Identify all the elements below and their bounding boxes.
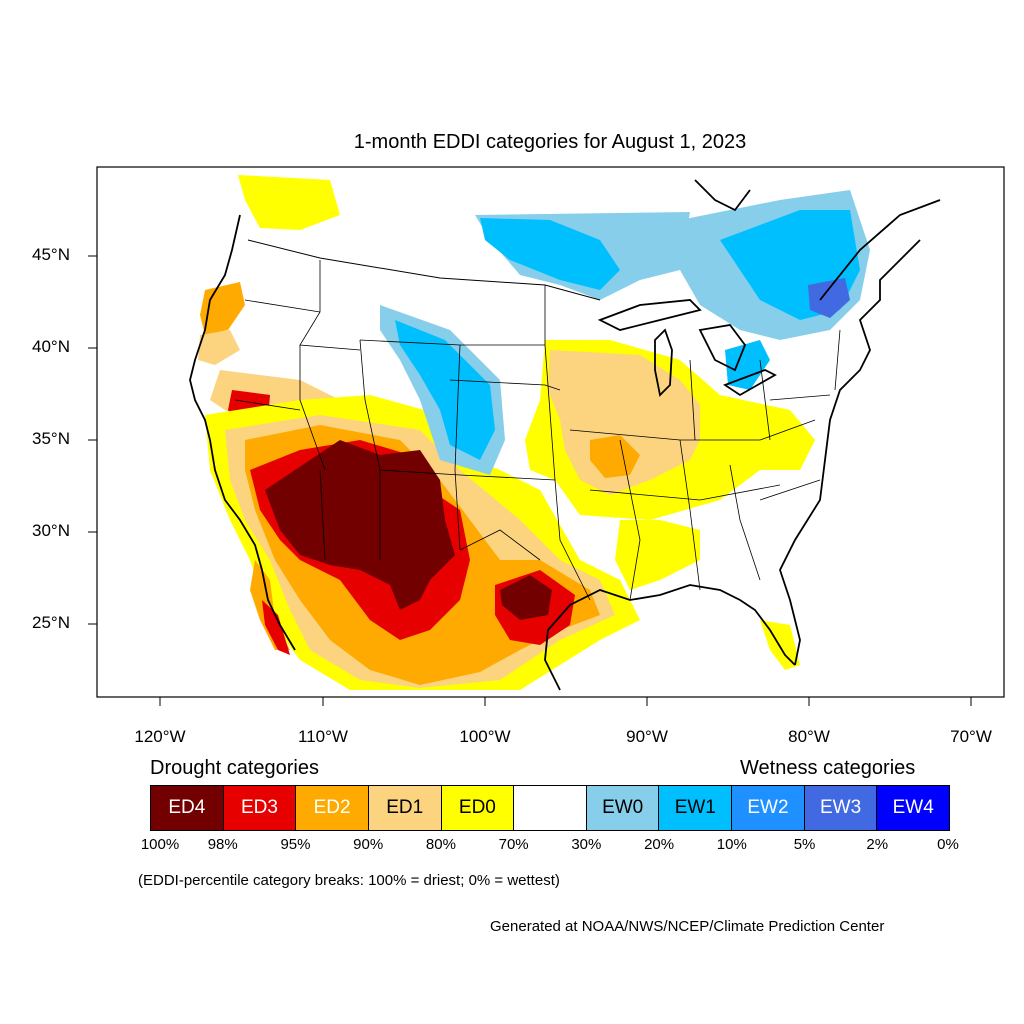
lat-label-45: 45°N xyxy=(32,245,70,264)
legend-break-label: 70% xyxy=(498,836,529,853)
legend-box-ew4: EW4 xyxy=(877,786,950,830)
west-coast xyxy=(189,214,296,651)
lat-label-35: 35°N xyxy=(32,429,70,448)
oregon-ed2 xyxy=(200,282,245,335)
lon-label-80: 80°W xyxy=(788,727,830,746)
legend-break-label: 30% xyxy=(571,836,602,853)
legend-break-label: 95% xyxy=(280,836,311,853)
canada-border xyxy=(247,239,601,301)
nw-ed0 xyxy=(238,175,340,230)
legend-break-label: 80% xyxy=(425,836,456,853)
legend-box-ew2: EW2 xyxy=(732,786,805,830)
legend-box-ed3: ED3 xyxy=(223,786,297,830)
lat-label-40: 40°N xyxy=(32,337,70,356)
gulf-coast xyxy=(544,584,796,691)
legend-box-ew1: EW1 xyxy=(659,786,733,830)
legend-box-ed4: ED4 xyxy=(151,786,224,830)
lat-label-25: 25°N xyxy=(32,613,70,632)
lake-erie xyxy=(723,369,777,397)
legend-break-label: 5% xyxy=(793,836,816,853)
legend-box-ed2: ED2 xyxy=(296,786,369,830)
lon-label-110: 110°W xyxy=(298,727,348,746)
category-note: (EDDI-percentile category breaks: 100% =… xyxy=(138,872,560,889)
map-title: 1-month EDDI categories for August 1, 20… xyxy=(353,131,747,153)
mi-ew1 xyxy=(725,340,770,390)
axis-ticks xyxy=(88,255,972,706)
legend-break-label: 0% xyxy=(937,836,959,853)
wetness-heading: Wetness categories xyxy=(740,757,916,779)
legend-break-label: 90% xyxy=(353,836,384,853)
oregon-ed1 xyxy=(198,330,240,365)
legend-break-label: 2% xyxy=(866,836,889,853)
ne-ew3 xyxy=(808,278,850,318)
legend-box-ed1: ED1 xyxy=(368,786,442,830)
lat-label-30: 30°N xyxy=(32,521,70,540)
credit-text: Generated at NOAA/NWS/NCEP/Climate Predi… xyxy=(490,918,885,935)
legend-box-neutral xyxy=(514,786,587,830)
mw-ed1 xyxy=(548,350,700,495)
lake-superior xyxy=(597,299,702,331)
lon-label-120: 120°W xyxy=(134,727,186,746)
se-ed0 xyxy=(615,520,700,590)
state-lines xyxy=(234,260,841,601)
tx-ed4 xyxy=(500,575,552,620)
legend-color-bar: ED4 ED3 ED2 ED1 ED0 EW0 EW1 EW2 EW3 EW4 xyxy=(150,785,950,831)
hudson-bay-coast xyxy=(694,179,751,212)
legend-box-ew3: EW3 xyxy=(804,786,878,830)
category-shading xyxy=(198,175,870,690)
legend-box-ew0: EW0 xyxy=(586,786,660,830)
legend-break-label: 10% xyxy=(716,836,747,853)
lake-michigan xyxy=(654,328,673,397)
legend-break-label: 98% xyxy=(207,836,238,853)
drought-heading: Drought categories xyxy=(150,757,319,779)
lon-label-100: 100°W xyxy=(459,727,511,746)
lon-label-90: 90°W xyxy=(626,727,668,746)
sw-ed4 xyxy=(265,440,455,610)
baja-ed3 xyxy=(262,600,290,655)
mw-ed2 xyxy=(590,435,640,478)
legend-box-ed0: ED0 xyxy=(441,786,515,830)
east-coast xyxy=(779,239,921,666)
boundaries xyxy=(189,179,941,691)
mt-ew1 xyxy=(480,218,620,290)
legend-break-label: 20% xyxy=(644,836,675,853)
lon-label-70: 70°W xyxy=(950,727,992,746)
legend-break-label: 100% xyxy=(140,836,180,853)
plains-ew1 xyxy=(395,320,495,460)
st-lawrence xyxy=(819,199,941,301)
lake-huron xyxy=(698,324,747,372)
